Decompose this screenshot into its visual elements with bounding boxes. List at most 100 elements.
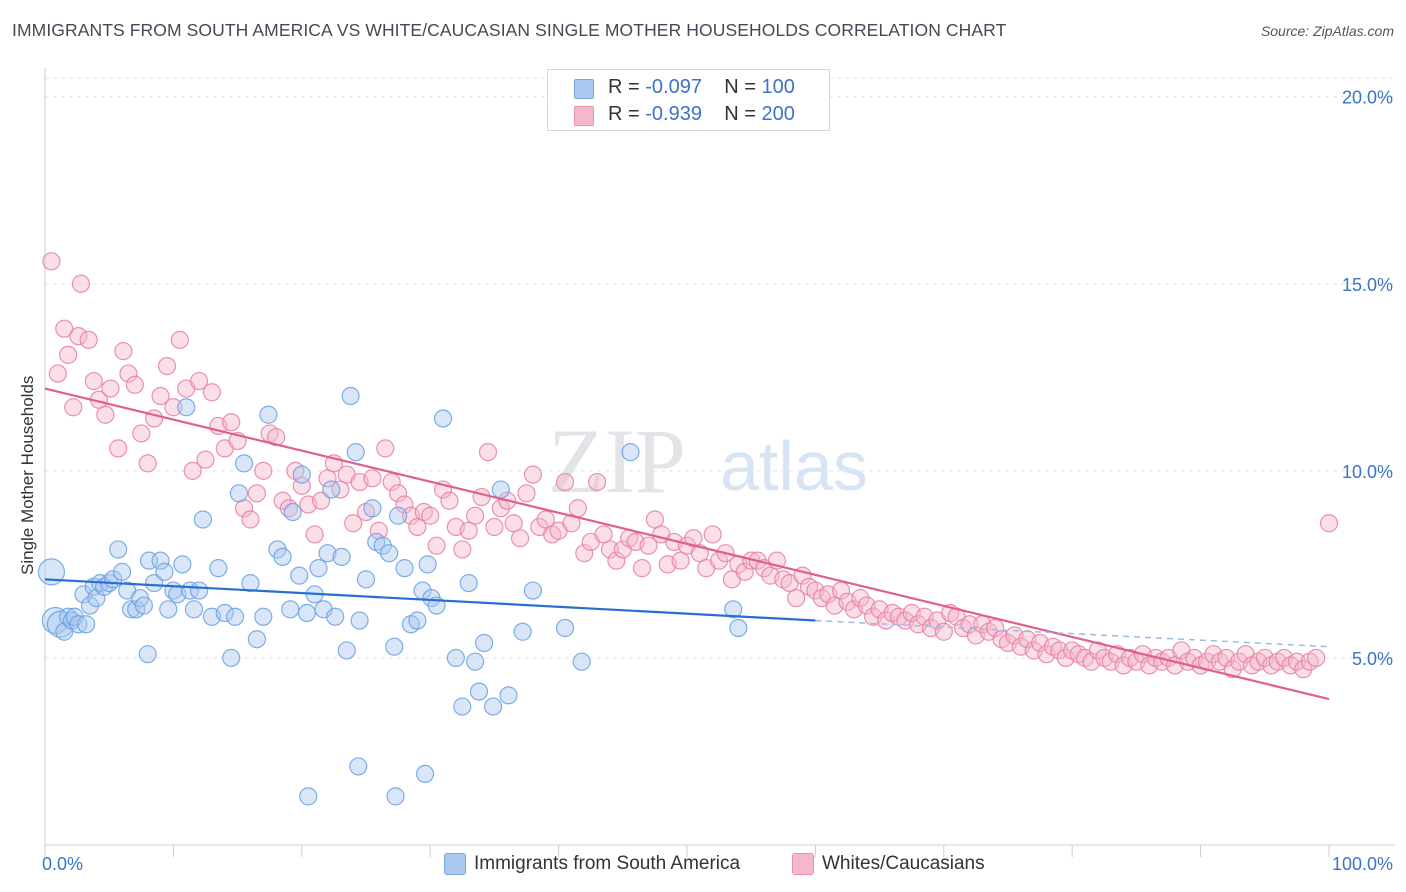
whites-point (466, 506, 485, 525)
immigrants-trendline (44, 578, 816, 622)
immigrants-point (234, 454, 254, 473)
immigrants-point (292, 465, 311, 484)
whites-point (369, 521, 388, 540)
immigrants-point (380, 544, 399, 563)
immigrants-point (459, 573, 478, 593)
whites-point (222, 413, 241, 432)
whites-point (157, 356, 177, 376)
legend-r-label: R = (608, 103, 640, 125)
whites-point (202, 383, 222, 402)
whites-point (132, 424, 151, 443)
y-tick-label: 5.0% (1352, 649, 1393, 669)
immigrants-point (555, 618, 575, 638)
whites-point (69, 327, 88, 346)
whites-point (421, 506, 440, 525)
whites-point (64, 398, 83, 417)
immigrants-point (491, 480, 510, 499)
y-axis-label: Single Mother Households (18, 375, 37, 575)
whites-point (164, 398, 183, 417)
whites-point (247, 484, 266, 503)
immigrants-point (318, 544, 337, 563)
immigrants-point (283, 502, 302, 522)
legend-n-value: 200 (761, 103, 795, 125)
y-tick-label: 20.0% (1342, 88, 1393, 108)
whites-point (96, 405, 115, 424)
immigrants-point (349, 757, 368, 776)
immigrants-point (386, 787, 405, 806)
bottom-legend-label-immigrants: Immigrants from South America (474, 853, 741, 874)
immigrants-point (513, 622, 532, 641)
whites-point (600, 540, 620, 559)
immigrants-point (415, 764, 435, 784)
immigrants-point (433, 409, 453, 428)
chart-title: IMMIGRANTS FROM SOUTH AMERICA VS WHITE/C… (12, 20, 1007, 40)
whites-point (1050, 641, 1069, 660)
whites-point (254, 461, 273, 480)
immigrants-point (572, 652, 591, 671)
whites-point (170, 330, 189, 350)
immigrants-point (290, 566, 309, 585)
immigrants-point (112, 562, 132, 581)
immigrants-point (189, 581, 209, 600)
whites-point (183, 461, 202, 480)
legend-r-value: -0.097 (645, 76, 702, 98)
immigrants-point (134, 596, 153, 615)
whites-point (787, 588, 806, 608)
immigrants-point (209, 559, 228, 578)
whites-point (42, 252, 61, 271)
immigrants-point (337, 641, 356, 660)
immigrants-point (254, 607, 273, 626)
whites-point (71, 274, 91, 293)
whites-point (48, 364, 67, 383)
axes-layer (44, 68, 1395, 857)
legend-n-label: N = (724, 103, 756, 125)
immigrants-point (273, 547, 292, 567)
immigrants-point (69, 615, 88, 634)
x-tick-label: 100.0% (1332, 854, 1393, 874)
immigrants-point (350, 611, 369, 630)
whites-point (453, 540, 472, 559)
whites-point (510, 529, 530, 548)
immigrants-point (729, 618, 748, 638)
immigrants-point (346, 443, 365, 462)
immigrants-point (395, 559, 414, 578)
whites-point (318, 469, 337, 488)
whites-point (151, 386, 170, 406)
immigrants-point (225, 607, 245, 626)
immigrants-point (408, 611, 427, 630)
whites-point (114, 342, 133, 361)
whites-point (189, 371, 209, 391)
legend-n-label: N = (724, 76, 756, 98)
legend-swatch-immigrants (574, 79, 594, 99)
immigrants-point (322, 480, 341, 499)
whites-point (311, 491, 331, 510)
whites-point (735, 562, 754, 581)
whites-point (632, 559, 652, 578)
immigrants-point (475, 633, 494, 653)
whites-point (645, 510, 665, 529)
whites-trendline (44, 387, 1330, 701)
whites-point (1223, 660, 1242, 679)
legend-r-value: -0.939 (645, 103, 702, 125)
whites-point (344, 514, 363, 533)
immigrants-point (309, 559, 328, 578)
whites-point (138, 454, 157, 473)
whites-point (555, 472, 575, 492)
whites-point (84, 371, 103, 391)
immigrants-point (109, 540, 128, 559)
whites-point (363, 469, 382, 488)
immigrants-point (385, 637, 404, 656)
whites-point (395, 495, 414, 514)
immigrants-point (247, 630, 266, 649)
points-layer (37, 252, 1339, 806)
immigrants-point (145, 573, 164, 593)
immigrants-point (484, 697, 503, 716)
whites-point (459, 521, 478, 540)
whites-point (671, 551, 690, 570)
whites-point (588, 472, 607, 492)
immigrants-point (466, 652, 485, 671)
immigrants-point (193, 510, 213, 529)
whites-point (376, 439, 395, 458)
whites-point (703, 525, 722, 544)
whites-point (472, 487, 491, 507)
